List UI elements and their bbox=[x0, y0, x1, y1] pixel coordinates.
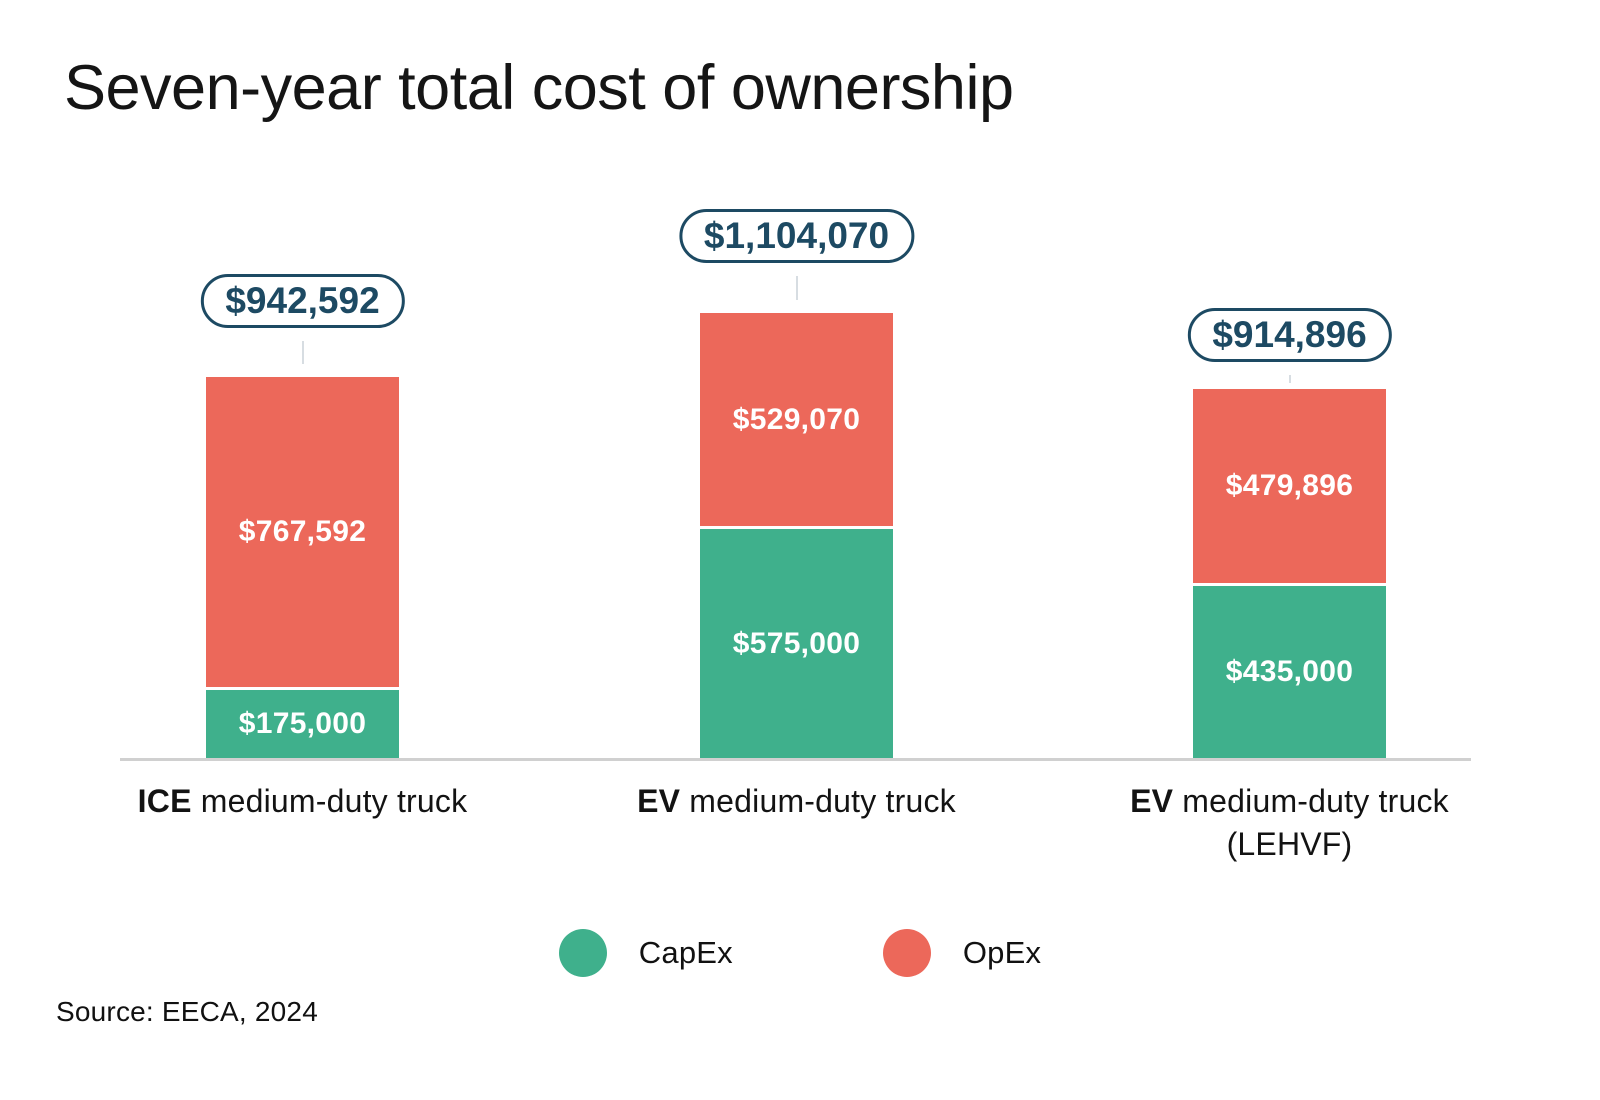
legend-item-opex: OpEx bbox=[882, 929, 1042, 977]
bar-segment-value: $479,896 bbox=[1225, 469, 1354, 502]
total-badge: $914,896 bbox=[1187, 308, 1392, 362]
bar-segment-capex: $435,000 bbox=[1193, 583, 1386, 758]
badge-connector bbox=[301, 341, 304, 364]
opex-swatch-icon bbox=[882, 929, 931, 977]
bar-segment-value: $767,592 bbox=[238, 515, 367, 548]
bar-ev-1: $529,070 $575,000 bbox=[700, 313, 893, 758]
x-axis-label: ICE medium-duty truck bbox=[137, 783, 468, 819]
chart-title: Seven-year total cost of ownership bbox=[64, 53, 1014, 123]
badge-connector bbox=[795, 276, 798, 300]
legend-label-capex: CapEx bbox=[638, 935, 733, 970]
capex-swatch-icon bbox=[558, 929, 607, 977]
bar-ice-0: $767,592 $175,000 bbox=[206, 377, 399, 758]
bar-segment-opex: $529,070 bbox=[700, 313, 893, 526]
bar-segment-capex: $575,000 bbox=[700, 526, 893, 758]
x-axis-label: EV medium-duty truck bbox=[637, 783, 956, 819]
legend-label-opex: OpEx bbox=[962, 935, 1042, 970]
total-badge: $1,104,070 bbox=[678, 209, 915, 263]
bar-segment-value: $435,000 bbox=[1225, 655, 1354, 688]
legend-item-capex: CapEx bbox=[558, 929, 733, 977]
bar-segment-value: $529,070 bbox=[732, 402, 861, 436]
source-note: Source: EECA, 2024 bbox=[56, 996, 318, 1027]
bar-segment-opex: $767,592 bbox=[206, 377, 399, 687]
bar-segment-value: $575,000 bbox=[732, 626, 861, 660]
bar-segment-capex: $175,000 bbox=[206, 687, 399, 758]
bar-segment-value: $175,000 bbox=[238, 707, 367, 740]
total-badge: $942,592 bbox=[200, 274, 405, 328]
badge-connector bbox=[1288, 375, 1291, 383]
bar-ev-2: $479,896 $435,000 bbox=[1193, 389, 1386, 758]
x-axis-line bbox=[120, 758, 1471, 761]
bar-segment-opex: $479,896 bbox=[1193, 389, 1386, 583]
legend: CapEx OpEx bbox=[0, 929, 1600, 977]
x-axis-label: EV medium-duty truck (LEHVF) bbox=[1130, 783, 1449, 862]
